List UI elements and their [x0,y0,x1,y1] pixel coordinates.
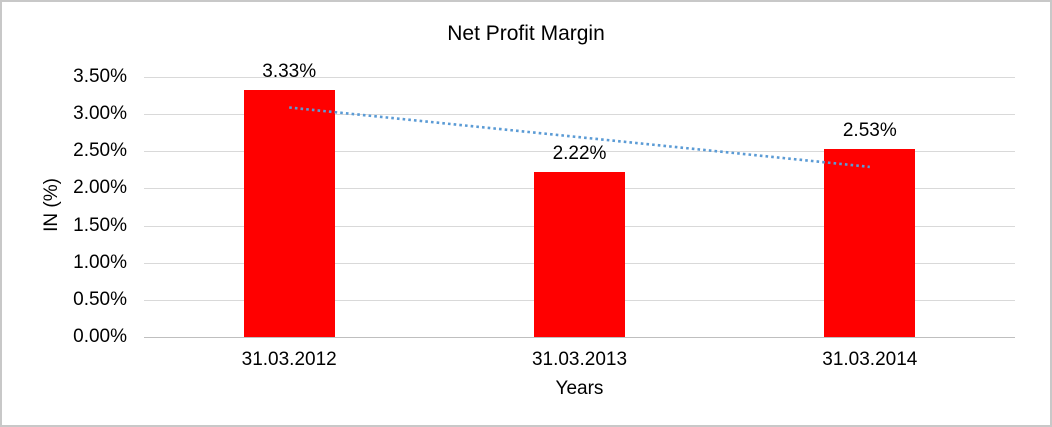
y-gridline [144,151,1015,153]
x-axis-line [144,337,1015,338]
y-tick-label: 1.50% [73,214,127,236]
y-tick-label: 3.50% [73,66,127,87]
y-tick-label: 3.00% [73,103,127,125]
trendline [289,106,870,169]
y-gridline [144,77,1015,78]
x-tick-label: 31.03.2012 [241,349,337,370]
y-tick-label: 2.50% [73,140,127,162]
bar-31.03.2012 [243,89,335,337]
bar-31.03.2013 [534,172,625,337]
x-axis-title: Years [555,378,604,399]
bar-31.03.2014 [824,149,916,337]
y-tick-label: 0.50% [73,288,127,310]
y-tick-label: 0.00% [73,326,127,347]
chart-title: Net Profit Margin [447,22,605,45]
x-tick-label: 31.03.2013 [531,349,628,370]
x-tick-label: 31.03.2014 [822,349,918,370]
data-label: 3.33% [262,60,317,82]
y-tick-label: 1.00% [73,251,127,273]
y-gridline [144,114,1015,116]
data-label: 2.22% [552,143,607,165]
plot-area: 3.33% 2.22% 2.53% [144,61,1015,338]
y-tick-label: 2.00% [73,177,127,199]
data-label: 2.53% [842,120,897,142]
